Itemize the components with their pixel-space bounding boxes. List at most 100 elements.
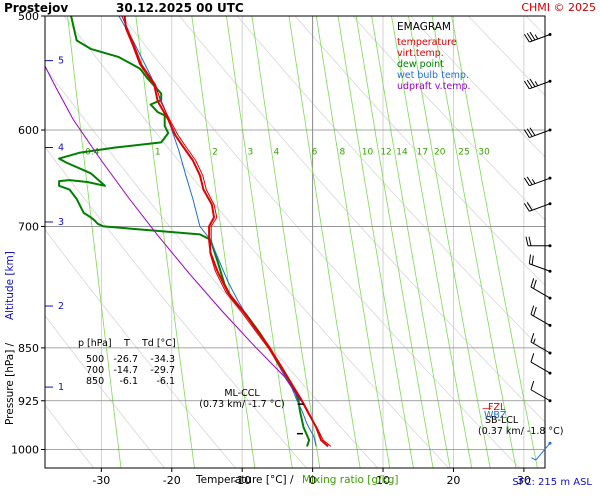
dry-adiabat [63,16,449,468]
wind-barb-origin [548,244,552,248]
wbz-label: WBZ [484,410,507,421]
table-row-700-t: -14.7 [113,365,138,376]
wind-barb-origin [548,128,552,132]
wind-barb-full [529,78,536,88]
wind-barb-origin [548,269,552,273]
plot-frame [44,15,546,469]
table-row-700-p: 700 [86,365,104,376]
table-row-850-td: -6.1 [156,376,175,387]
mixing-ratio-label: 20 [434,148,446,158]
credit-text: CHMI © 2025 [521,1,596,14]
wind-barb-full [526,202,533,211]
mixing-ratio-label: 0.4 [85,148,100,158]
sb-lcl-title: SB-LCL [485,415,519,426]
wind-barb [530,353,552,375]
wind-barb-staff [530,389,551,402]
dry-adiabat [121,16,520,468]
altitude-tick-label: 5 [58,56,64,67]
ml-ccl-value: (0.73 km/ -1.7 °C) [199,399,285,410]
dry-adiabat [45,146,307,468]
wind-barb-staff [529,129,551,139]
legend-virtual-temp: virt.temp. [397,48,444,59]
wind-barb-full [529,31,536,41]
altitude-tick-label: 4 [58,143,64,154]
wind-barb [523,31,552,43]
station-title: Prostejov [4,1,68,15]
mixing-ratio-label: 3 [247,148,253,158]
wind-barb-full [526,79,533,89]
mixing-ratio-line [67,16,122,468]
legend: EMAGRAM temperature virt.temp. dew point… [397,21,471,92]
sb-lcl-value: (0.37 km/ -1.8 °C) [478,426,564,437]
legend-temperature: temperature [397,37,457,48]
y-axis-altitude-title: Altitude [km] [4,251,16,320]
wind-barb-full [528,236,532,246]
trace-layer [45,16,332,448]
pressure-tick-label: 1000 [11,444,39,457]
mixing-ratio-line [431,16,517,468]
mixing-ratio-label: 2 [212,148,218,158]
wind-barb-full [530,333,535,343]
x-tick-label: 30 [517,474,531,487]
wind-barb-full [526,176,533,185]
mixing-ratio-label: 30 [478,148,490,158]
wind-barb-staff [530,341,551,354]
mixing-ratio-label: 8 [340,148,346,158]
wind-barb [525,236,552,248]
table-header-p: p [hPa] [78,338,112,349]
dry-adiabat [179,16,545,423]
dry-adiabat [45,229,236,468]
table-row-500-t: -26.7 [113,354,138,365]
sounding-table: p [hPa] T Td [°C] 500 -26.7 -34.3 700 -1… [78,338,176,387]
wind-barb-origin [548,399,552,403]
mixing-ratio-line [315,16,391,468]
mixing-ratio-line [451,16,538,468]
mixing-ratio-line [288,16,361,468]
wind-barb [530,333,552,355]
wind-barb-staff [529,203,551,212]
wind-barb-full [523,80,530,90]
wind-barb-origin [548,371,552,375]
wind-barb-staff [530,286,551,299]
mixing-ratio-line [355,16,434,468]
table-header-td: Td [°C] [141,338,176,349]
wind-barb-full [530,278,535,288]
table-row-500-p: 500 [86,354,104,365]
wind-barb-full [530,380,535,390]
x-tick-label: -30 [92,474,110,487]
surface-info: SFC: 215 m ASL [512,477,592,488]
wind-barb-half [531,179,536,184]
mixing-ratio-line [135,16,195,468]
wind-barb-origin [548,202,552,206]
mixing-ratio-label: 10 [362,148,374,158]
altitude-tick-label: 2 [58,301,64,312]
legend-updraft: udpraft v.temp. [397,81,471,92]
wind-barb-staff [529,80,551,90]
wind-barb-origin [548,323,552,327]
x-axis-mixing-title: Mixing ratio [g/kg] [302,474,398,486]
wind-barb-full [523,129,530,138]
x-tick-label: 0 [309,474,316,487]
wind-barb [523,176,552,187]
mixing-ratio-label: 4 [274,148,280,158]
dry-adiabat [294,16,545,286]
wind-barb-half [534,81,539,86]
pressure-tick-label: 500 [18,10,39,23]
wind-barb [531,441,552,461]
wind-barb-full [523,177,530,186]
wind-barb-full [523,203,530,212]
legend-wet-bulb: wet bulb temp. [397,70,469,81]
pressure-tick-label: 600 [18,124,39,137]
mixing-ratio-label: 12 [380,148,391,158]
fzl-label: FZL [488,402,506,413]
mixing-ratio-label: 6 [312,148,318,158]
grid-layer: 0.4 1 2 3 4 6 8 10 12 14 17 20 25 30 [45,16,545,468]
x-tick-label: -10 [233,474,251,487]
mixing-ratio-label: 14 [396,148,408,158]
table-header-t: T [123,338,130,349]
wind-barb-origin [548,32,552,36]
x-tick-label: -20 [163,474,181,487]
wind-barb-full [526,128,533,137]
